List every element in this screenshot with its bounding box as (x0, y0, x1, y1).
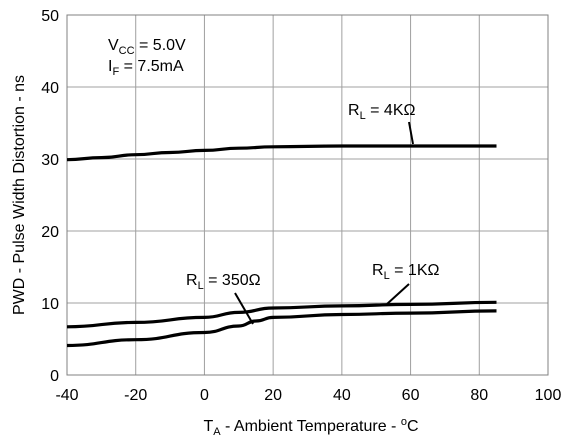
y-tick-label: 10 (41, 296, 59, 313)
series-label-350: RL = 350Ω (186, 272, 261, 292)
x-tick-label: 20 (264, 387, 282, 404)
x-tick-label: 60 (402, 387, 420, 404)
series-line-1k (66, 300, 497, 329)
y-tick-label: 30 (41, 152, 59, 169)
vcc-annotation: VCC = 5.0V (108, 37, 186, 57)
leader-line-1k (386, 283, 410, 305)
y-tick-label: 40 (41, 80, 59, 97)
y-tick-label: 50 (41, 8, 59, 25)
y-tick-label: 0 (50, 368, 59, 385)
x-tick-label: 100 (535, 387, 562, 404)
if-annotation: IF = 7.5mA (108, 58, 184, 78)
series-group (66, 144, 497, 348)
plot-frame (66, 14, 549, 376)
x-tick-label: 0 (200, 387, 209, 404)
y-axis-label: PWD - Pulse Width Distortion - ns (11, 75, 28, 315)
series-line-350 (66, 309, 497, 348)
series-label-1k: RL = 1KΩ (372, 262, 439, 282)
y-tick-labels: 0 10 20 30 40 50 (41, 8, 59, 385)
x-axis-label: TA - Ambient Temperature - oC (203, 416, 418, 438)
series-label-4k: RL = 4KΩ (348, 102, 415, 122)
leader-line-350 (234, 292, 254, 325)
x-tick-label: -40 (55, 387, 78, 404)
leader-line-4k (408, 121, 414, 145)
x-tick-label: 80 (470, 387, 488, 404)
x-tick-label: -20 (124, 387, 147, 404)
x-tick-label: 40 (333, 387, 351, 404)
y-tick-label: 20 (41, 224, 59, 241)
x-tick-labels: -40 -20 0 20 40 60 80 100 (55, 387, 561, 404)
series-line-4k (66, 144, 497, 162)
leader-lines (234, 121, 414, 325)
